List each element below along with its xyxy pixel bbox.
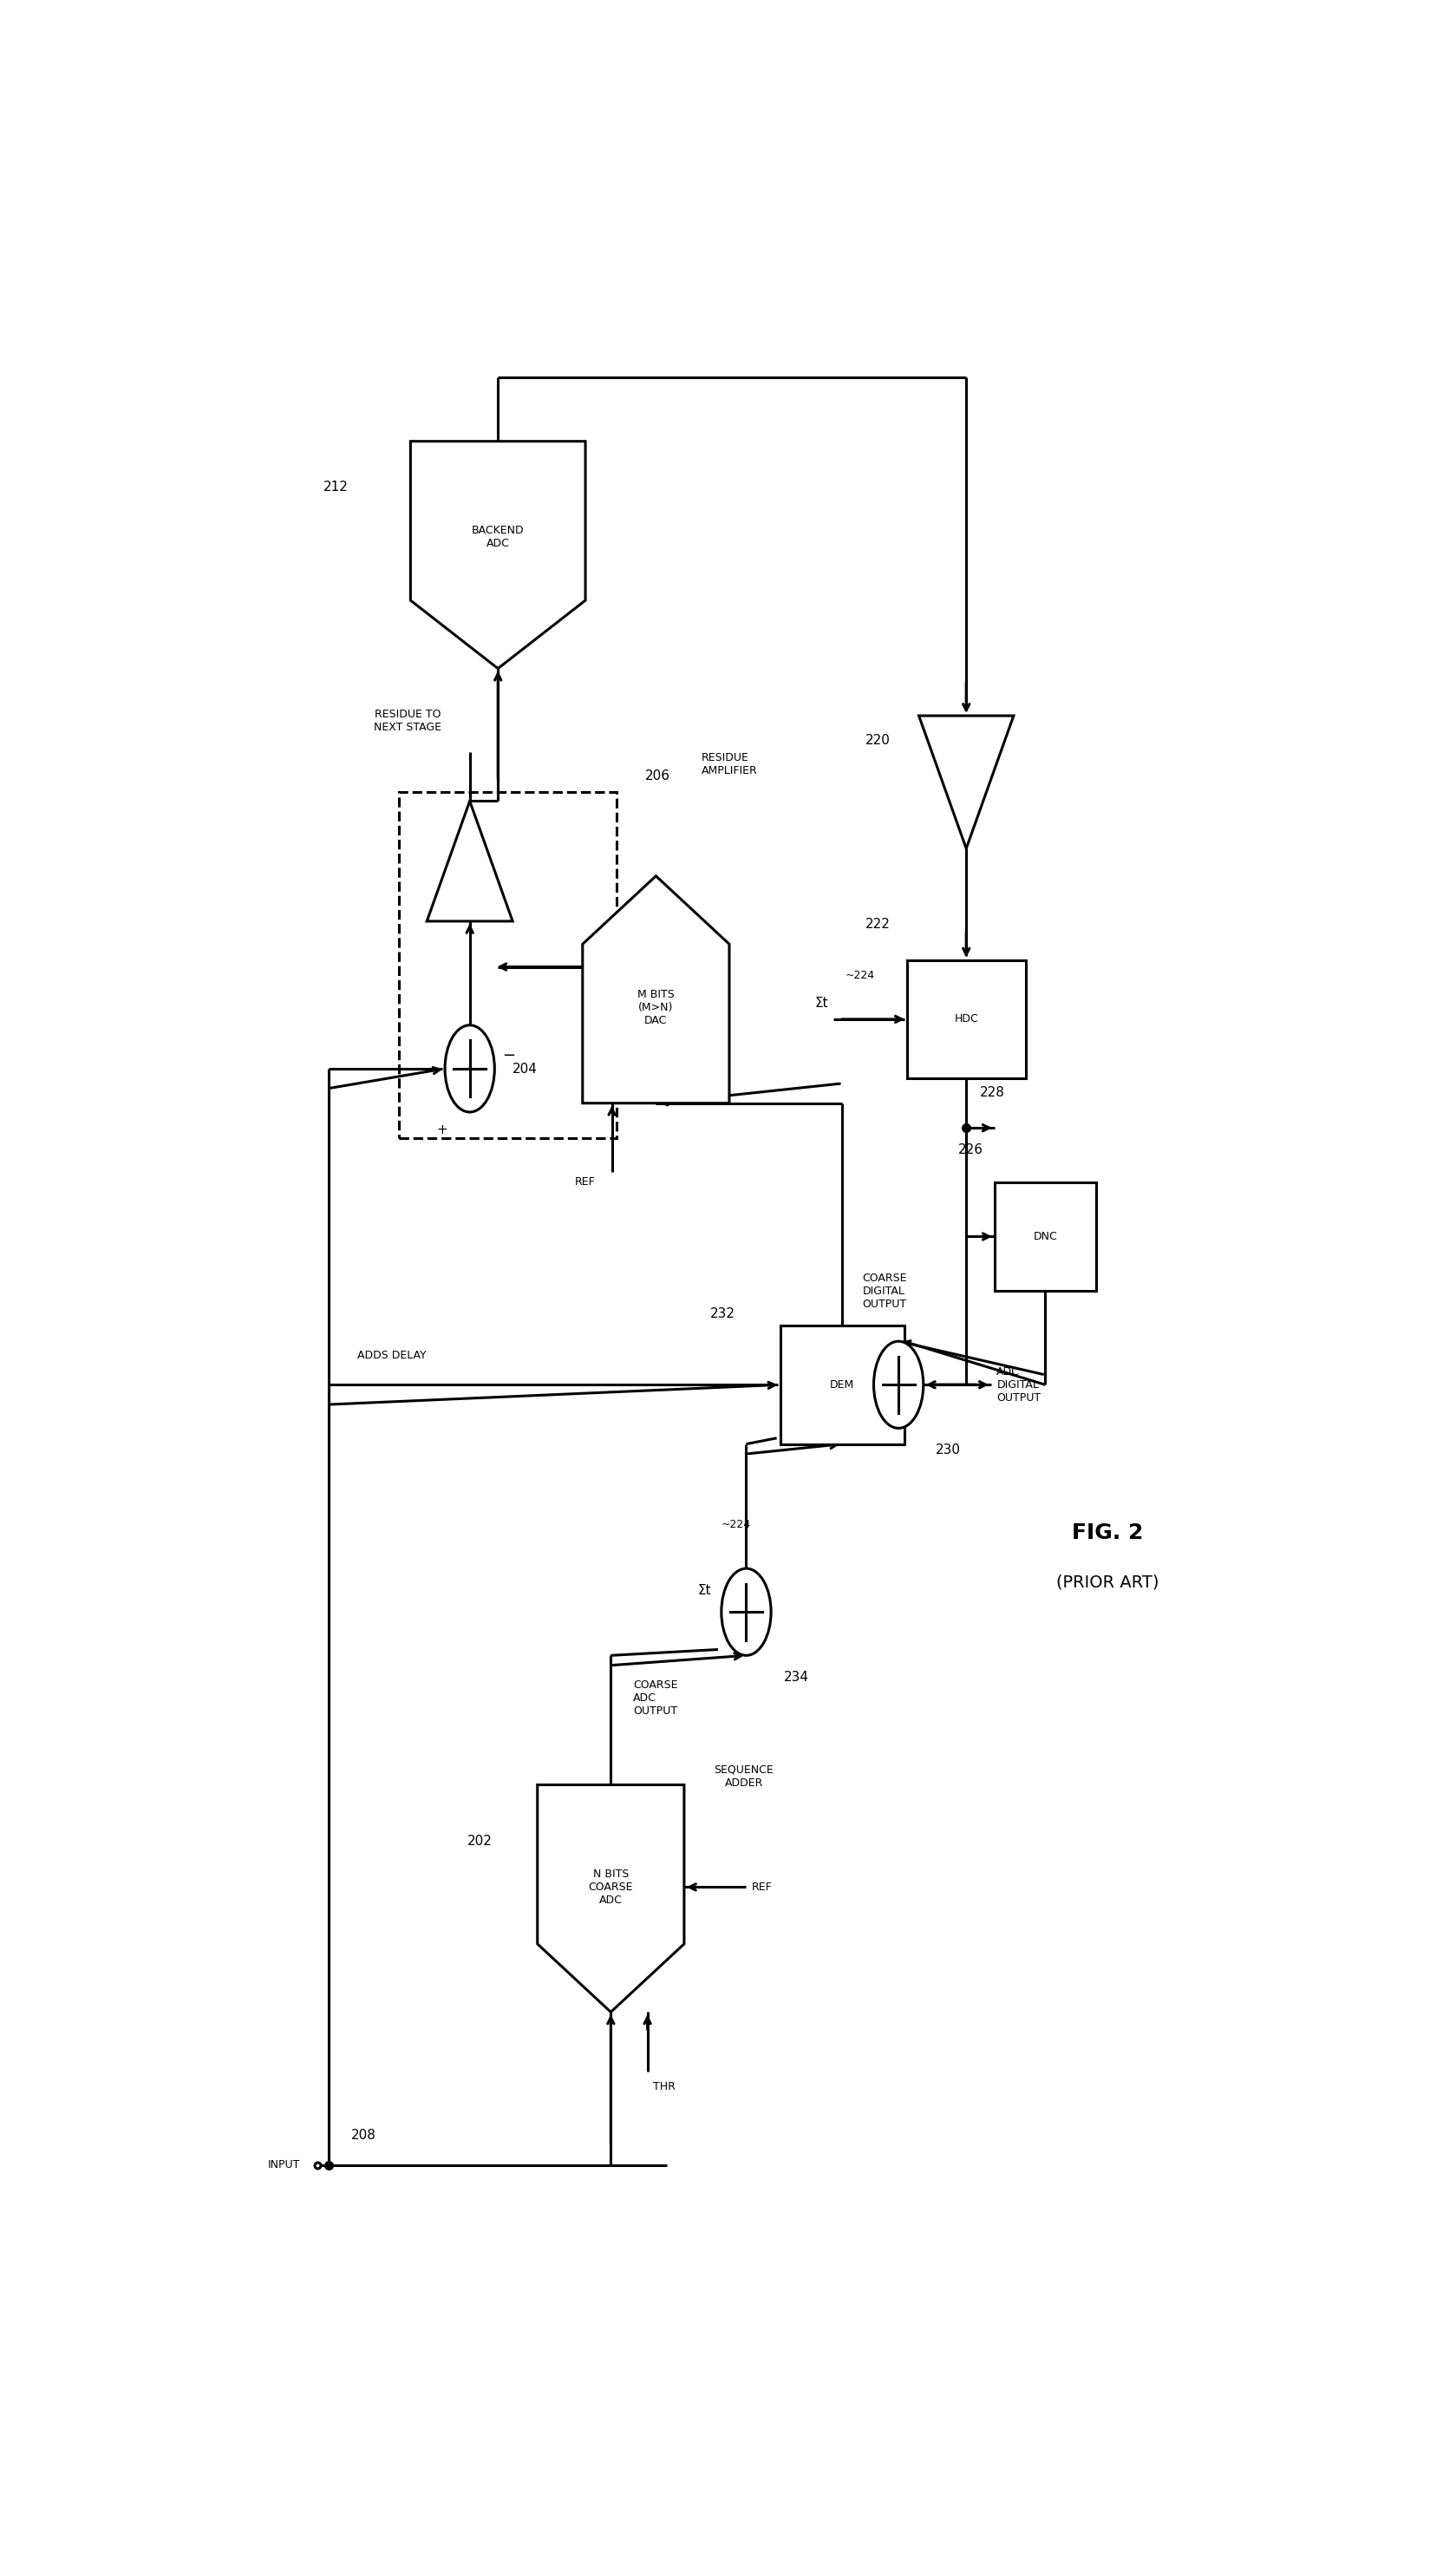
Polygon shape	[411, 441, 585, 670]
Text: ~224: ~224	[721, 1519, 751, 1532]
Text: SEQUENCE
ADDER: SEQUENCE ADDER	[713, 1763, 773, 1789]
Text: 208: 208	[351, 2130, 376, 2143]
Text: 226: 226	[958, 1142, 983, 1157]
Bar	[399, 793, 616, 1137]
Text: HDC: HDC	[954, 1014, 978, 1024]
Text: BACKEND
ADC: BACKEND ADC	[472, 523, 524, 549]
Circle shape	[446, 1026, 495, 1111]
Text: REF: REF	[575, 1178, 596, 1188]
Polygon shape	[919, 716, 1013, 849]
Text: COARSE
ADC
OUTPUT: COARSE ADC OUTPUT	[633, 1681, 678, 1717]
Bar	[780, 1327, 904, 1445]
Text: 222: 222	[865, 919, 890, 931]
Text: COARSE
DIGITAL
OUTPUT: COARSE DIGITAL OUTPUT	[862, 1273, 907, 1309]
Text: ~224: ~224	[844, 970, 875, 980]
Bar	[907, 960, 1025, 1078]
Text: DEM: DEM	[830, 1378, 855, 1391]
Text: N BITS
COARSE
ADC: N BITS COARSE ADC	[588, 1868, 633, 1907]
Text: INPUT: INPUT	[268, 2161, 300, 2171]
Polygon shape	[427, 801, 513, 921]
Text: RESIDUE
AMPLIFIER: RESIDUE AMPLIFIER	[702, 752, 757, 775]
Text: 228: 228	[980, 1085, 1005, 1098]
Text: +: +	[437, 1124, 448, 1137]
Text: M BITS
(M>N)
DAC: M BITS (M>N) DAC	[638, 988, 674, 1026]
Text: ADC
DIGITAL
OUTPUT: ADC DIGITAL OUTPUT	[997, 1365, 1041, 1404]
Bar	[994, 1183, 1096, 1291]
Text: DNC: DNC	[1034, 1232, 1057, 1242]
Text: 230: 230	[936, 1445, 961, 1457]
Text: REF: REF	[751, 1881, 773, 1894]
Text: (PRIOR ART): (PRIOR ART)	[1056, 1573, 1159, 1591]
Text: 202: 202	[467, 1835, 492, 1848]
Circle shape	[721, 1568, 772, 1655]
Text: 204: 204	[513, 1062, 537, 1075]
Text: Σt: Σt	[814, 998, 828, 1011]
Text: 206: 206	[645, 770, 670, 783]
Text: 220: 220	[866, 734, 891, 747]
Text: THR: THR	[654, 2081, 676, 2094]
Polygon shape	[537, 1786, 684, 2012]
Text: 234: 234	[783, 1670, 808, 1683]
Polygon shape	[582, 875, 729, 1103]
Circle shape	[874, 1342, 923, 1429]
Text: 232: 232	[709, 1306, 735, 1319]
Text: FIG. 2: FIG. 2	[1072, 1522, 1143, 1542]
Text: −: −	[502, 1047, 515, 1062]
Text: RESIDUE TO
NEXT STAGE: RESIDUE TO NEXT STAGE	[374, 708, 441, 734]
Text: Σt: Σt	[697, 1583, 712, 1596]
Text: 212: 212	[323, 480, 348, 493]
Text: ADDS DELAY: ADDS DELAY	[357, 1350, 427, 1360]
